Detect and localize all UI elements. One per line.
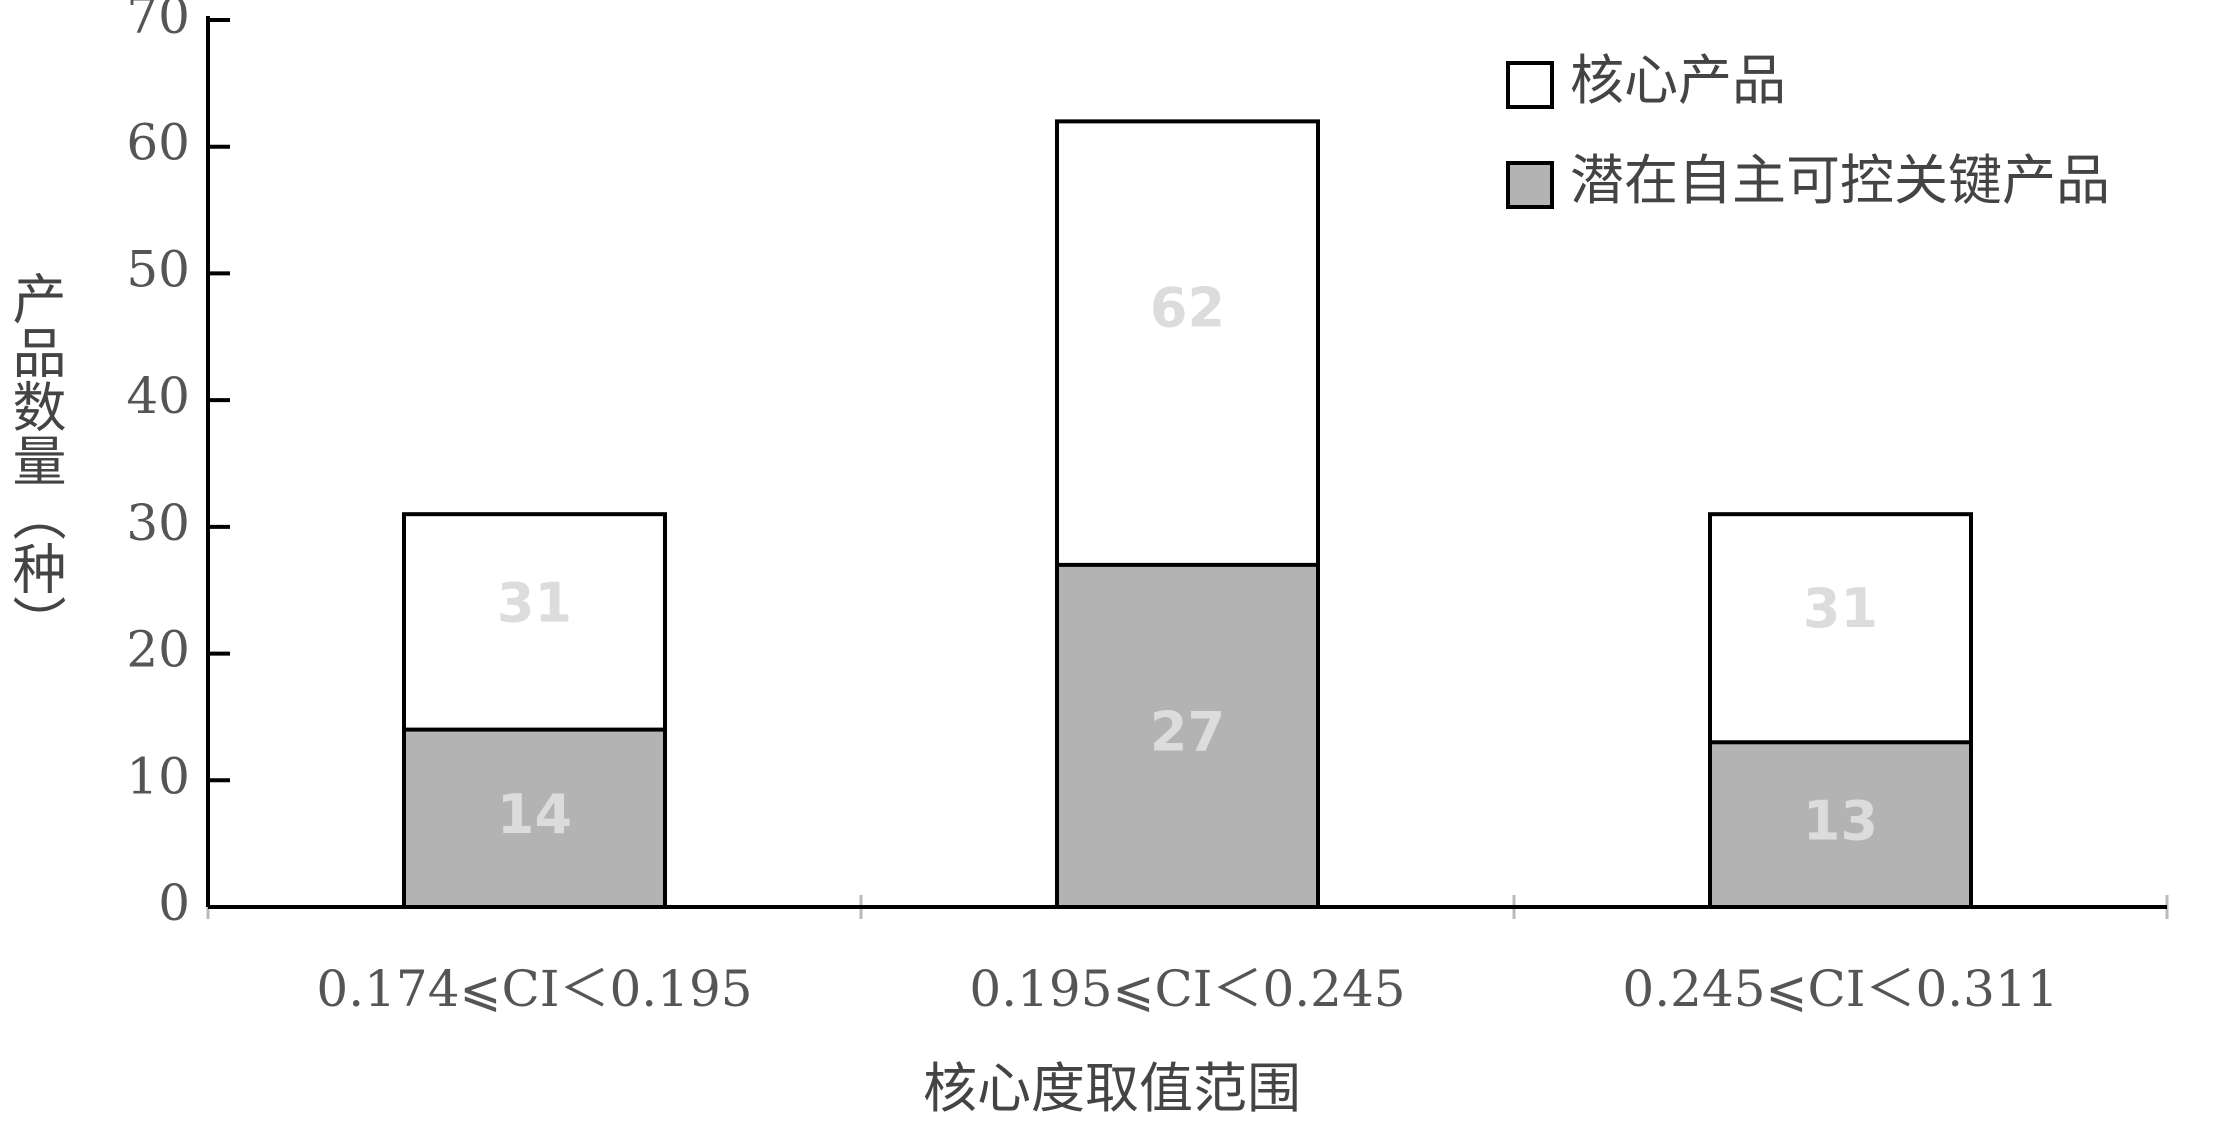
bar [402,727,667,909]
legend-swatch [1506,161,1554,209]
data-label: 14 [497,783,572,846]
y-tick-label: 70 [126,0,190,45]
legend-label: 潜在自主可控关键产品 [1570,149,2110,212]
data-label: 31 [497,571,572,634]
x-axis-title: 核心度取值范围 [923,1057,1301,1120]
data-label: 31 [1803,577,1878,640]
y-tick-label: 30 [126,494,190,552]
x-tick-label: 0.245⩽CI＜0.311 [1622,960,2058,1018]
x-tick-label: 0.195⩽CI＜0.245 [969,960,1405,1018]
data-label: 27 [1150,701,1225,764]
legend-label: 核心产品 [1570,49,1786,112]
legend-swatch [1506,61,1554,109]
x-tick-label: 0.174⩽CI＜0.195 [316,960,752,1018]
y-tick-label: 40 [126,367,190,425]
bar [1055,562,1320,909]
data-label: 13 [1803,789,1878,852]
y-tick-label: 20 [126,621,190,679]
y-tick-label: 10 [126,747,190,805]
y-tick-label: 60 [126,114,190,172]
y-tick-label: 50 [126,240,190,298]
data-label: 62 [1150,277,1225,340]
y-tick-label: 0 [158,874,190,932]
y-axis-title: 产品数量（种） [3,271,66,649]
